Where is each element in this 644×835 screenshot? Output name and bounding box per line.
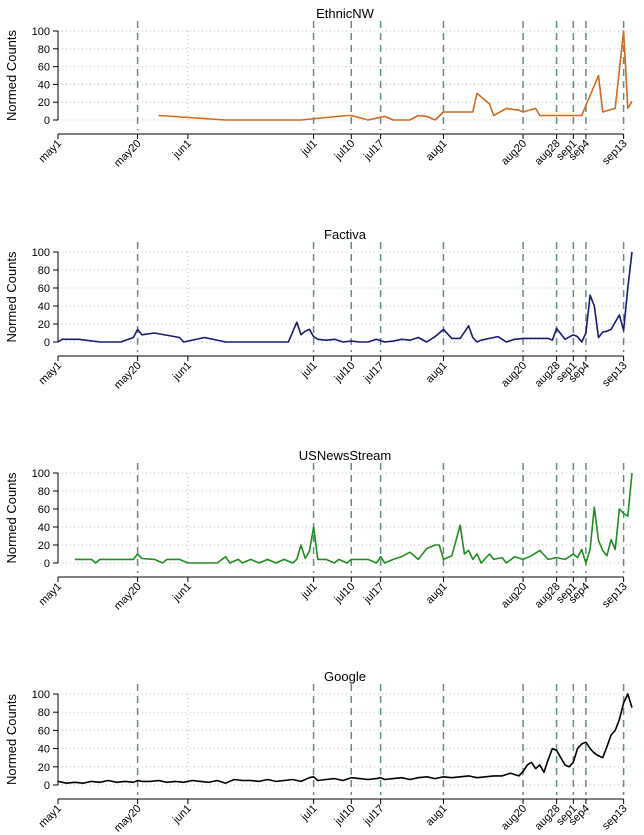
y-axis-label: Normed Counts	[4, 472, 19, 564]
x-tick-label: jul10	[332, 581, 358, 607]
y-tick-label: 80	[38, 44, 50, 56]
y-tick-label: 0	[44, 115, 50, 127]
y-tick-label: 60	[38, 504, 50, 516]
x-tick-label: may20	[112, 138, 144, 170]
series-line	[57, 251, 633, 343]
y-tick-label: 0	[44, 780, 50, 792]
x-tick-label: may20	[112, 581, 144, 613]
x-tick-label: may1	[37, 138, 65, 166]
chart-title: Google	[324, 669, 366, 684]
x-tick-label: jul10	[332, 803, 358, 829]
x-tick-label: jul17	[361, 360, 387, 386]
y-tick-label: 40	[38, 744, 50, 756]
y-tick-label: 0	[44, 558, 50, 570]
y-tick-label: 100	[32, 247, 50, 259]
series-line	[74, 472, 633, 564]
x-tick-label: aug20	[499, 360, 529, 390]
x-tick-label: sep13	[600, 360, 630, 390]
x-tick-label: sep13	[600, 803, 630, 833]
x-tick-label: jul17	[361, 138, 387, 164]
y-tick-label: 0	[44, 337, 50, 349]
x-tick-label: aug1	[424, 803, 450, 829]
y-tick-label: 20	[38, 97, 50, 109]
x-tick-label: may1	[37, 581, 65, 609]
y-tick-label: 100	[32, 26, 50, 38]
x-tick-label: aug20	[499, 581, 529, 611]
x-tick-label: jul1	[298, 138, 319, 159]
chart-panel-factiva: Factiva Normed Counts 0 20 40 60 80 100 may1 may2…	[4, 227, 633, 392]
y-tick-label: 20	[38, 319, 50, 331]
x-tick-label: jul10	[332, 360, 358, 386]
y-axis-label: Normed Counts	[4, 29, 19, 121]
x-tick-label: jul1	[298, 581, 319, 602]
x-tick-label: jul1	[298, 360, 319, 381]
series-line	[158, 30, 633, 121]
y-tick-label: 80	[38, 265, 50, 277]
x-tick-label: sep13	[600, 138, 630, 168]
y-tick-label: 40	[38, 301, 50, 313]
y-tick-label: 40	[38, 522, 50, 534]
x-tick-label: jul17	[361, 803, 387, 829]
x-tick-label: aug1	[424, 360, 450, 386]
chart-panel-usnewsstream: USNewsStream Normed Counts 0 20 40 60 80 100 may…	[4, 448, 633, 613]
y-tick-label: 20	[38, 762, 50, 774]
x-tick-label: jun1	[170, 581, 194, 605]
y-tick-label: 60	[38, 62, 50, 74]
x-tick-label: jun1	[170, 360, 194, 384]
y-tick-label: 80	[38, 707, 50, 719]
x-tick-label: may20	[112, 360, 144, 392]
y-tick-label: 60	[38, 283, 50, 295]
y-tick-label: 80	[38, 486, 50, 498]
x-tick-label: aug20	[499, 138, 529, 168]
y-tick-label: 100	[32, 689, 50, 701]
x-tick-label: jun1	[170, 803, 194, 827]
chart-panel-ethnicnw: EthnicNW Normed Counts 0 20 40 60 80 100 may1 may…	[4, 6, 633, 170]
x-tick-label: jul17	[361, 581, 387, 607]
y-tick-label: 20	[38, 540, 50, 552]
x-tick-label: may20	[112, 803, 144, 835]
y-axis-label: Normed Counts	[4, 693, 19, 785]
x-tick-label: aug1	[424, 138, 450, 164]
x-tick-label: aug1	[424, 581, 450, 607]
x-tick-label: jul1	[298, 803, 319, 824]
y-tick-label: 100	[32, 468, 50, 480]
chart-title: EthnicNW	[316, 6, 375, 21]
x-tick-label: sep13	[600, 581, 630, 611]
chart-title: USNewsStream	[299, 448, 391, 463]
chart-panel-google: Google Normed Counts 0 20 40 60 80 100 may1 may20…	[4, 669, 633, 835]
y-tick-label: 60	[38, 725, 50, 737]
series-line	[57, 693, 633, 785]
x-tick-label: may1	[37, 803, 65, 831]
x-tick-label: aug20	[499, 803, 529, 833]
chart-title: Factiva	[324, 227, 367, 242]
x-tick-label: jun1	[170, 138, 194, 162]
x-tick-label: jul10	[332, 138, 358, 164]
y-tick-label: 40	[38, 79, 50, 91]
x-tick-label: may1	[37, 360, 65, 388]
y-axis-label: Normed Counts	[4, 251, 19, 343]
